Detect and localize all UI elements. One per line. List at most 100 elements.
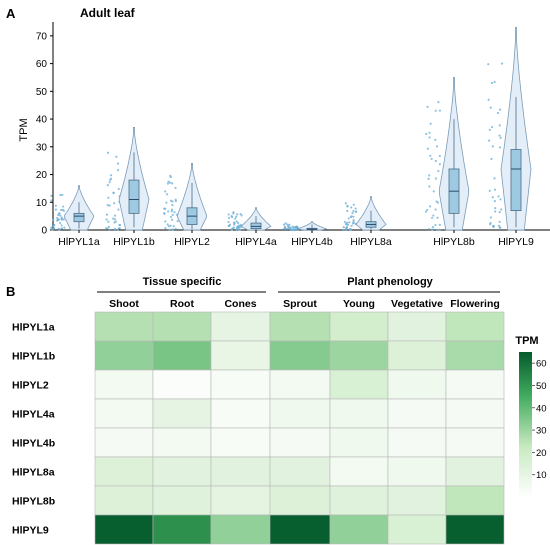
- jitter-point: [432, 214, 435, 217]
- heatmap-cell: [269, 456, 331, 487]
- jitter-point: [286, 225, 290, 228]
- heatmap-cell: [269, 340, 331, 371]
- y-tick-label: 10: [36, 198, 48, 209]
- heatmap-cell: [269, 311, 331, 342]
- jitter-point: [169, 224, 172, 227]
- jitter-point: [62, 218, 65, 221]
- jitter-point: [488, 189, 491, 192]
- jitter-point: [228, 223, 232, 226]
- colorbar-tick-label: 10: [536, 470, 547, 481]
- heatmap-col-label: Sprout: [283, 298, 317, 310]
- heatmap-cell: [387, 427, 447, 458]
- violin-HlPYL8b: [424, 77, 470, 231]
- heatmap-cell: [210, 456, 271, 487]
- heatmap-cell: [152, 311, 212, 342]
- jitter-point: [294, 225, 298, 229]
- jitter-point: [350, 215, 353, 218]
- heatmap-cell: [269, 369, 331, 400]
- jitter-point: [176, 219, 179, 223]
- jitter-point: [58, 212, 61, 215]
- heatmap-cell: [152, 485, 212, 516]
- jitter-point: [105, 218, 108, 221]
- jitter-point: [61, 193, 64, 197]
- jitter-point: [118, 224, 122, 227]
- jitter-point: [346, 209, 349, 213]
- jitter-point: [235, 215, 238, 218]
- heatmap-col-label: Root: [170, 298, 194, 310]
- heatmap-cell: [210, 369, 271, 400]
- colorbar-gradient: [519, 352, 532, 497]
- y-tick-label: 50: [36, 87, 48, 98]
- jitter-point: [499, 136, 502, 139]
- heatmap-cell: [152, 427, 212, 458]
- jitter-point: [342, 228, 345, 232]
- jitter-point: [436, 228, 439, 231]
- jitter-point: [105, 213, 109, 216]
- heatmap-cell: [94, 311, 154, 342]
- jitter-point: [60, 217, 63, 220]
- jitter-point: [438, 154, 441, 158]
- jitter-point: [435, 145, 439, 148]
- heatmap-cell: [152, 340, 212, 371]
- jitter-point: [240, 214, 243, 217]
- jitter-point: [106, 184, 109, 187]
- jitter-point: [493, 188, 497, 191]
- jitter-point: [174, 198, 177, 201]
- heatmap-cell: [387, 398, 447, 429]
- jitter-point: [490, 157, 493, 161]
- heatmap-cell: [210, 398, 271, 429]
- jitter-point: [428, 136, 431, 139]
- box: [73, 212, 85, 223]
- jitter-point: [57, 213, 60, 217]
- violin-HlPYL9: [487, 27, 532, 231]
- jitter-point: [172, 225, 175, 228]
- jitter-point: [163, 212, 166, 215]
- jitter-point: [491, 125, 494, 129]
- heatmap-row-label: HlPYL8b: [12, 496, 55, 508]
- jitter-point: [347, 223, 350, 226]
- heatmap-cell: [329, 369, 389, 400]
- jitter-point: [168, 181, 172, 184]
- colorbar-tick-label: 40: [536, 403, 547, 414]
- jitter-point: [106, 227, 109, 230]
- heatmap-col-label: Cones: [224, 298, 256, 310]
- jitter-point: [490, 81, 494, 85]
- jitter-point: [494, 210, 497, 213]
- jitter-point: [431, 226, 435, 229]
- heatmap-cell: [269, 427, 331, 458]
- jitter-point: [500, 208, 503, 211]
- jitter-point: [430, 157, 433, 161]
- y-tick-label: 0: [41, 226, 47, 237]
- jitter-point: [113, 202, 116, 205]
- colorbar-tick-label: 30: [536, 426, 547, 437]
- jitter-point: [58, 221, 62, 225]
- x-tick-label: HlPYL1a: [58, 236, 100, 248]
- jitter-point: [235, 228, 238, 231]
- jitter-point: [52, 218, 55, 222]
- x-tick-label: HlPYL8a: [350, 236, 392, 248]
- jitter-point: [117, 187, 120, 191]
- jitter-point: [116, 162, 120, 165]
- heatmap-cell: [152, 456, 212, 487]
- jitter-point: [436, 201, 440, 204]
- jitter-point: [50, 194, 53, 197]
- jitter-point: [167, 210, 170, 213]
- jitter-point: [113, 214, 117, 217]
- jitter-point: [165, 201, 168, 204]
- violin-HlPYL1a: [50, 185, 95, 231]
- group-label-phenology: Plant phenology: [347, 276, 433, 288]
- y-axis-label: TPM: [18, 118, 30, 141]
- heatmap-cell: [387, 369, 447, 400]
- jitter-point: [116, 169, 120, 172]
- jitter-point: [350, 206, 353, 209]
- colorbar-title: TPM: [515, 335, 538, 347]
- jitter-point: [431, 228, 434, 231]
- jitter-point: [498, 220, 501, 223]
- jitter-point: [489, 216, 493, 219]
- jitter-point: [491, 224, 495, 228]
- heatmap-cell: [210, 340, 271, 371]
- box: [510, 149, 522, 211]
- heatmap-cell: [94, 456, 154, 487]
- heatmap-cell: [210, 514, 271, 545]
- heatmap-cell: [152, 398, 212, 429]
